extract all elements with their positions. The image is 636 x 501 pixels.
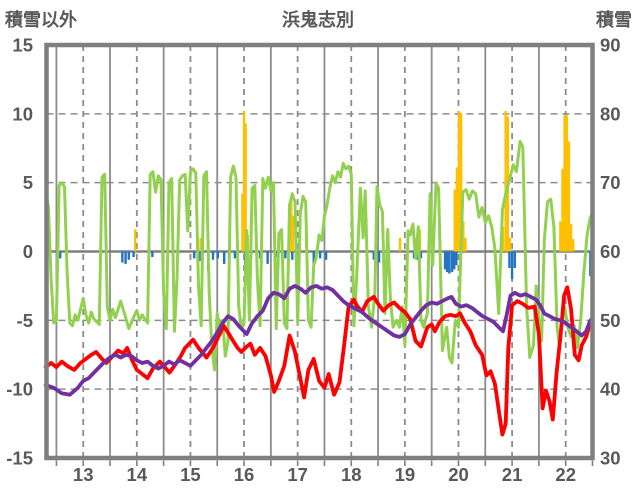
y-right-tick-label: 30 [600,448,621,469]
orange-bars-bar [455,167,459,252]
y-right-tick-label: 60 [600,241,621,262]
orange-bars-bar [561,168,564,252]
y-right-tick-label: 40 [600,379,621,400]
blue-bars-bar [448,251,451,274]
blue-bars-bar [192,251,196,259]
orange-bars-bar [134,229,137,252]
blue-bars-bar [318,251,322,259]
orange-bars-bar [453,189,456,252]
x-tick-label: 21 [502,464,523,485]
right-axis-title: 積雪 [596,10,632,30]
blue-bars-bar [510,251,514,280]
blue-bars-bar [443,251,447,270]
orange-bars-bar [508,237,512,252]
blue-bars-bar [377,251,381,263]
y-left-tick-label: -10 [6,379,33,400]
blue-bars-bar [223,251,226,264]
y-left-tick-label: -15 [6,448,33,469]
orange-bars-bar [567,141,571,252]
blue-bars-bar [284,251,287,259]
orange-bars-bar [199,237,202,252]
blue-bars-bar [450,251,454,273]
orange-bars-bar [457,111,461,252]
blue-bars-bar [372,251,375,260]
orange-bars-bar [563,115,566,252]
blue-bars-bar [324,251,328,260]
x-tick-label: 13 [73,464,94,485]
blue-bars-bar [124,251,127,264]
purple-line [43,283,595,397]
y-right-tick-label: 50 [600,310,621,331]
orange-bars-bar [569,223,573,252]
blue-bars-bar [121,251,124,263]
y-left-tick-label: 5 [23,172,33,193]
orange-bars-bar [565,115,568,252]
y-right-tick-label: 80 [600,103,621,124]
y-left-tick-label: 0 [23,241,33,262]
x-tick-label: 17 [287,464,308,485]
orange-bars-bar [398,237,402,252]
orange-bars-bar [241,193,244,252]
blue-bars-bar [266,251,269,264]
x-tick-label: 18 [341,464,362,485]
blue-bars-bar [452,251,456,270]
y-left-tick-label: -5 [17,310,33,331]
blue-bars-bar [58,251,62,259]
blue-bars-bar [455,251,458,266]
blue-bars-bar [151,251,154,258]
blue-bars-bar [508,251,511,269]
orange-bars-bar [290,196,293,252]
green-line [44,139,594,372]
blue-bars-bar [233,251,237,259]
blue-bars-bar [419,251,423,259]
red-line [43,285,595,437]
y-left-tick-label: 10 [12,103,33,124]
chart-title: 浜鬼志別 [282,10,354,30]
orange-bars-bar [462,221,465,252]
orange-bars-bar [244,123,247,252]
y-right-tick-label: 70 [600,172,621,193]
x-tick-label: 14 [127,464,148,485]
orange-bars-bar [291,215,295,252]
orange-bars-bar [242,111,246,252]
blue-bars-bar [216,251,219,259]
x-tick-label: 15 [180,464,201,485]
x-tick-label: 20 [448,464,469,485]
x-tick-label: 16 [234,464,255,485]
y-left-tick-label: 15 [12,35,33,56]
blue-bars-bar [513,251,516,269]
blue-bars-bar [211,251,215,260]
orange-bars-bar [459,113,463,252]
orange-bars-bar [501,226,505,252]
blue-bars-bar [132,251,135,258]
blue-bars-bar [291,251,294,260]
x-tick-label: 19 [395,464,416,485]
x-tick-label: 22 [555,464,576,485]
orange-bars-bar [571,239,575,252]
plot-border [44,42,595,461]
left-axis-title: 積雪以外 [5,10,77,30]
blue-bars-bar [198,251,201,262]
blue-bars-bar [127,251,130,260]
blue-bars-bar [446,251,449,273]
orange-bars-bar [559,221,562,252]
y-right-tick-label: 90 [600,35,621,56]
orange-bars-bar [504,111,507,252]
orange-bars-bar [464,237,467,252]
